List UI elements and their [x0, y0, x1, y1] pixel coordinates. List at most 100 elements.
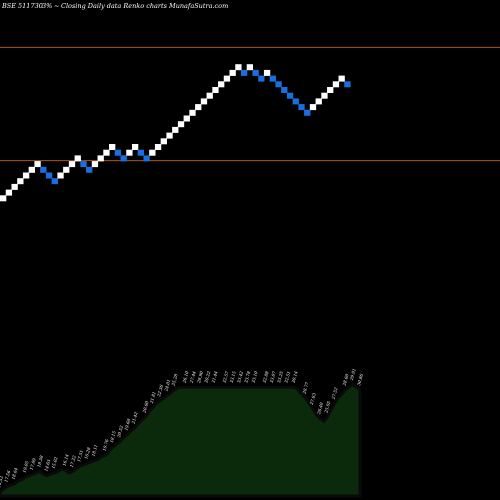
- renko-brick-down: [51, 178, 58, 185]
- volume-label: 17.51: [76, 449, 84, 462]
- volume-label: 30.14: [291, 370, 299, 383]
- volume-label: 33.10: [251, 370, 259, 383]
- renko-brick-up: [223, 75, 231, 82]
- renko-brick-down: [240, 69, 248, 76]
- renko-brick-up: [17, 178, 24, 185]
- volume-label: 17.89: [29, 457, 37, 470]
- volume-label: 24.01: [163, 379, 171, 393]
- volume-label: 18.15: [109, 430, 117, 443]
- renko-brick-up: [235, 64, 242, 71]
- renko-brick-up: [332, 81, 340, 88]
- renko-brick-up: [109, 144, 116, 150]
- volume-label: 33.15: [229, 370, 237, 383]
- volume-label: 18.64: [11, 467, 19, 480]
- header-symbol: BSE 511730: [1, 2, 43, 10]
- renko-brick-up: [229, 69, 236, 76]
- volume-label: 20.60: [141, 400, 149, 414]
- renko-brick-up: [246, 64, 254, 71]
- renko-brick-up: [28, 166, 35, 173]
- renko-brick-up: [183, 115, 190, 122]
- renko-brick-up: [172, 126, 179, 133]
- volume-label: 33.42: [236, 370, 244, 383]
- volume-label: 20.52: [116, 425, 124, 439]
- volume-label: 32.51: [283, 371, 291, 384]
- renko-brick-down: [286, 92, 294, 99]
- volume-label: 33.78: [243, 370, 251, 383]
- renko-brick-up: [74, 155, 81, 162]
- renko-brick-down: [275, 81, 282, 88]
- volume-label: 27.44: [189, 370, 197, 384]
- renko-brick-down: [120, 155, 127, 162]
- renko-brick-up: [0, 195, 7, 202]
- renko-brick-up: [189, 109, 196, 116]
- volume-label: 16.28: [83, 446, 91, 459]
- renko-brick-up: [309, 104, 317, 111]
- renko-brick-up: [57, 172, 64, 179]
- volume-label: 14.63: [43, 459, 51, 472]
- volume-label: 17.56: [3, 470, 11, 483]
- renko-brick-down: [80, 161, 87, 168]
- renko-brick-down: [292, 98, 299, 105]
- renko-brick-up: [160, 138, 167, 145]
- volume-label: 29.91: [349, 368, 357, 382]
- volume-label: 25.28: [170, 373, 178, 387]
- volume-label: 27.52: [330, 387, 338, 401]
- renko-brick-up: [218, 81, 225, 88]
- renko-brick-up: [338, 75, 345, 82]
- volume-label: 19.60: [123, 418, 131, 431]
- renko-brick-up: [195, 104, 202, 111]
- renko-brick-down: [252, 69, 259, 76]
- volume-label: 16.14: [62, 453, 70, 466]
- volume-label: 32.57: [222, 370, 230, 383]
- volume-label: 33.25: [276, 370, 284, 383]
- volume-area-path: [0, 382, 362, 498]
- volume-label: 19.76: [102, 438, 110, 451]
- renko-brick-up: [263, 69, 271, 76]
- renko-brick-down: [114, 149, 122, 156]
- volume-label: 25.95: [323, 400, 331, 414]
- renko-brick-down: [143, 155, 150, 162]
- renko-brick-up: [131, 144, 139, 150]
- renko-brick-up: [149, 149, 156, 156]
- renko-brick-up: [103, 149, 110, 156]
- renko-brick-down: [344, 81, 351, 88]
- volume-label: 19.05: [22, 460, 30, 473]
- volume-label: 21.81: [149, 391, 157, 405]
- renko-brick-down: [304, 109, 311, 116]
- volume-label: 18.38: [36, 455, 44, 468]
- volume-label: 26.40: [316, 402, 324, 416]
- volume-label: 27.63: [309, 392, 317, 406]
- renko-brick-up: [34, 161, 41, 168]
- volume-label: 30.86: [356, 373, 364, 386]
- volume-label: 31.44: [211, 370, 219, 383]
- header-change: 3%: [42, 2, 52, 10]
- renko-brick-up: [5, 189, 13, 196]
- volume-label: 15.02: [51, 456, 59, 469]
- volume-label: 18.11: [91, 444, 99, 457]
- renko-brick-down: [269, 75, 276, 82]
- renko-brick-down: [298, 104, 305, 111]
- renko-brick-up: [327, 87, 334, 93]
- renko-brick-down: [45, 172, 53, 179]
- volume-label: 22.36: [156, 384, 164, 398]
- renko-brick-up: [212, 87, 219, 93]
- renko-brick-down: [86, 166, 93, 173]
- volume-label: 21.42: [130, 411, 138, 425]
- volume-label: 33.07: [269, 370, 277, 383]
- volume-label: 32.88: [262, 370, 270, 383]
- level-lines: [0, 46, 500, 162]
- volume-label: 28.77: [301, 381, 309, 395]
- renko-brick-up: [154, 144, 162, 150]
- volume-label: 28.90: [196, 370, 204, 384]
- volume-label: 30.22: [203, 370, 211, 383]
- renko-brick-up: [11, 183, 18, 190]
- renko-bricks: [0, 64, 351, 202]
- renko-brick-up: [63, 166, 70, 173]
- renko-brick-up: [206, 92, 213, 99]
- volume-label: 28.60: [341, 373, 349, 387]
- volume-label: 26.10: [181, 370, 189, 384]
- renko-brick-up: [166, 132, 173, 139]
- volume-label: 17.32: [69, 455, 77, 468]
